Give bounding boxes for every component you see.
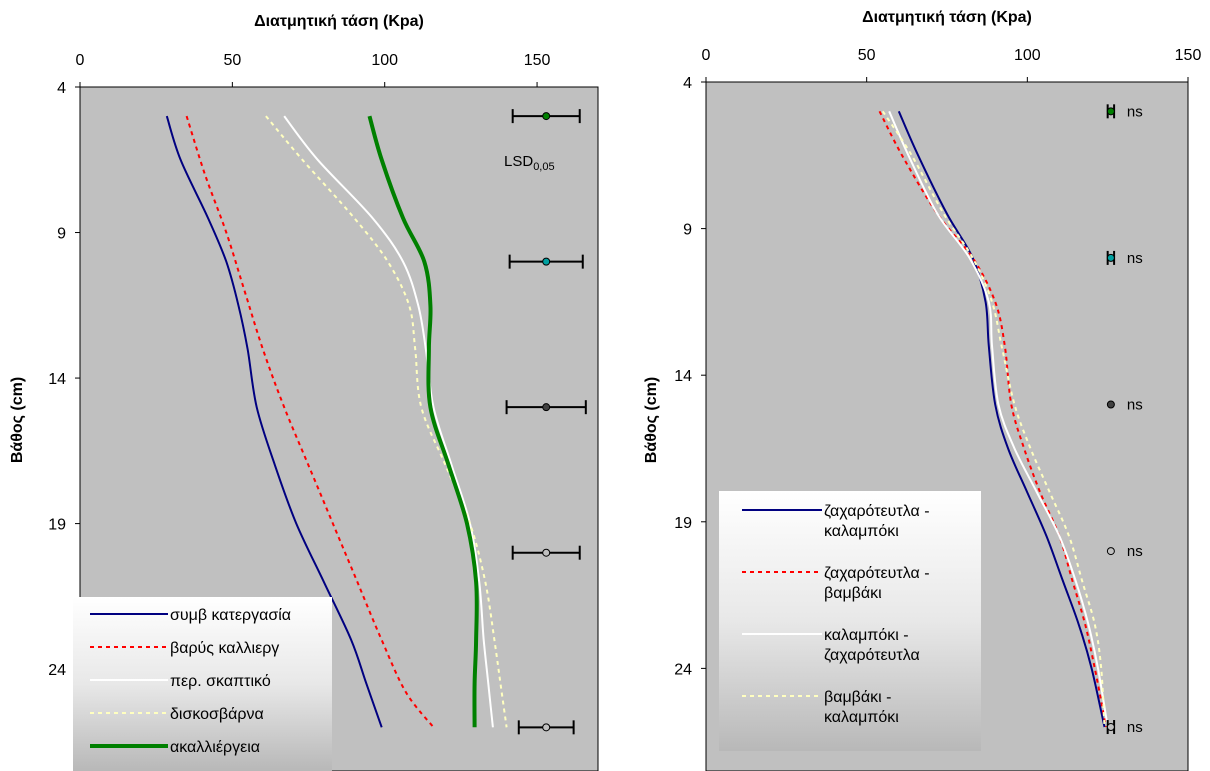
series-line-1 <box>165 115 383 728</box>
ns-label: ns <box>1127 719 1143 736</box>
legend-label-5: ακαλλιέργεια <box>170 739 260 756</box>
error-bar-3: ns <box>1106 397 1143 414</box>
x-axis-title: Διατμητική τάση (Kpa) <box>862 9 1032 26</box>
ns-label: ns <box>1127 397 1143 414</box>
error-bar-marker <box>542 723 551 732</box>
error-bar-5 <box>517 720 575 735</box>
x-tick-label: 150 <box>524 52 551 69</box>
y-tick-label: 24 <box>674 661 692 678</box>
legend-label-1: ζαχαρότευτλα -καλαμπόκι <box>824 503 930 540</box>
legend-label-3: περ. σκαπτικό <box>170 673 271 690</box>
series-line-1 <box>897 110 1106 728</box>
legend-box <box>719 491 981 751</box>
ns-label: ns <box>1127 250 1143 267</box>
y-tick-label: 9 <box>57 226 66 243</box>
y-axis-title: Βάθος (cm) <box>9 377 26 463</box>
ns-label: ns <box>1127 103 1143 120</box>
y-tick-label: 4 <box>683 75 692 92</box>
x-tick-label: 0 <box>702 47 711 64</box>
error-bar-marker <box>542 403 551 412</box>
error-bar-marker <box>1106 107 1115 116</box>
error-bar-marker <box>542 257 551 266</box>
y-tick-label: 19 <box>674 515 692 532</box>
series-line-4 <box>265 115 508 728</box>
error-bar-2 <box>508 254 584 269</box>
error-bar-marker <box>1106 547 1115 556</box>
x-axis-title: Διατμητική τάση (Kpa) <box>254 13 424 30</box>
error-bar-marker <box>1106 400 1115 409</box>
error-bar-3 <box>505 400 587 415</box>
series-line-5 <box>367 115 479 728</box>
legend-label-4: δισκοσβάρνα <box>170 706 264 723</box>
error-bar-2: ns <box>1106 250 1143 267</box>
error-bar-marker <box>1106 253 1115 262</box>
x-tick-label: 150 <box>1175 47 1202 64</box>
chart-panel-2: 0 50 100 150 4 9 14 19 24 Διατμητική τάση (Kpa) Βά… <box>643 9 1201 771</box>
series-line-3 <box>283 115 494 728</box>
chart-panel-1: 0 50 100 150 4 9 14 19 24 Διατμητική τάση (Kpa) Βά… <box>9 13 599 771</box>
y-tick-label: 24 <box>48 662 66 679</box>
error-bar-1 <box>511 109 581 124</box>
x-tick-label: 0 <box>76 52 85 69</box>
y-tick-label: 19 <box>48 517 66 534</box>
series-line-2 <box>878 110 1108 728</box>
error-bar-1: ns <box>1106 103 1143 120</box>
x-tick-label: 100 <box>1014 47 1041 64</box>
error-bar-marker <box>1106 723 1115 732</box>
legend-label-2: βαρύς καλλιεργ <box>170 640 279 657</box>
error-bar-5: ns <box>1106 719 1143 736</box>
series-line-4 <box>881 110 1106 728</box>
legend-label-3: καλαμπόκι -ζαχαρότευτλα <box>824 627 920 664</box>
lsd-subscript: 0,05 <box>533 161 554 173</box>
legend: συμβ κατεργασία βαρύς καλλιεργ περ. σκαπτι… <box>73 597 332 771</box>
legend-label-2: ζαχαρότευτλα -βαμβάκι <box>824 565 930 602</box>
error-bar-marker <box>542 548 551 557</box>
series-line-2 <box>185 115 435 728</box>
legend-label-1: συμβ κατεργασία <box>170 607 291 624</box>
series-line-3 <box>888 110 1109 728</box>
y-tick-label: 4 <box>57 80 66 97</box>
error-bar-4: ns <box>1106 543 1143 560</box>
y-tick-label: 9 <box>683 222 692 239</box>
x-tick-label: 100 <box>371 52 398 69</box>
legend-label-4: βαμβάκι -καλαμπόκι <box>824 689 899 726</box>
x-tick-label: 50 <box>858 47 876 64</box>
error-bar-marker <box>542 112 551 121</box>
y-tick-label: 14 <box>48 371 66 388</box>
error-bar-4 <box>511 545 581 560</box>
legend: ζαχαρότευτλα -καλαμπόκι ζαχαρότευτλα -βαμ… <box>719 491 981 751</box>
y-axis-title: Βάθος (cm) <box>643 377 660 463</box>
legend-box <box>73 597 332 771</box>
x-tick-label: 50 <box>223 52 241 69</box>
ns-label: ns <box>1127 543 1143 560</box>
y-tick-label: 14 <box>674 368 692 385</box>
